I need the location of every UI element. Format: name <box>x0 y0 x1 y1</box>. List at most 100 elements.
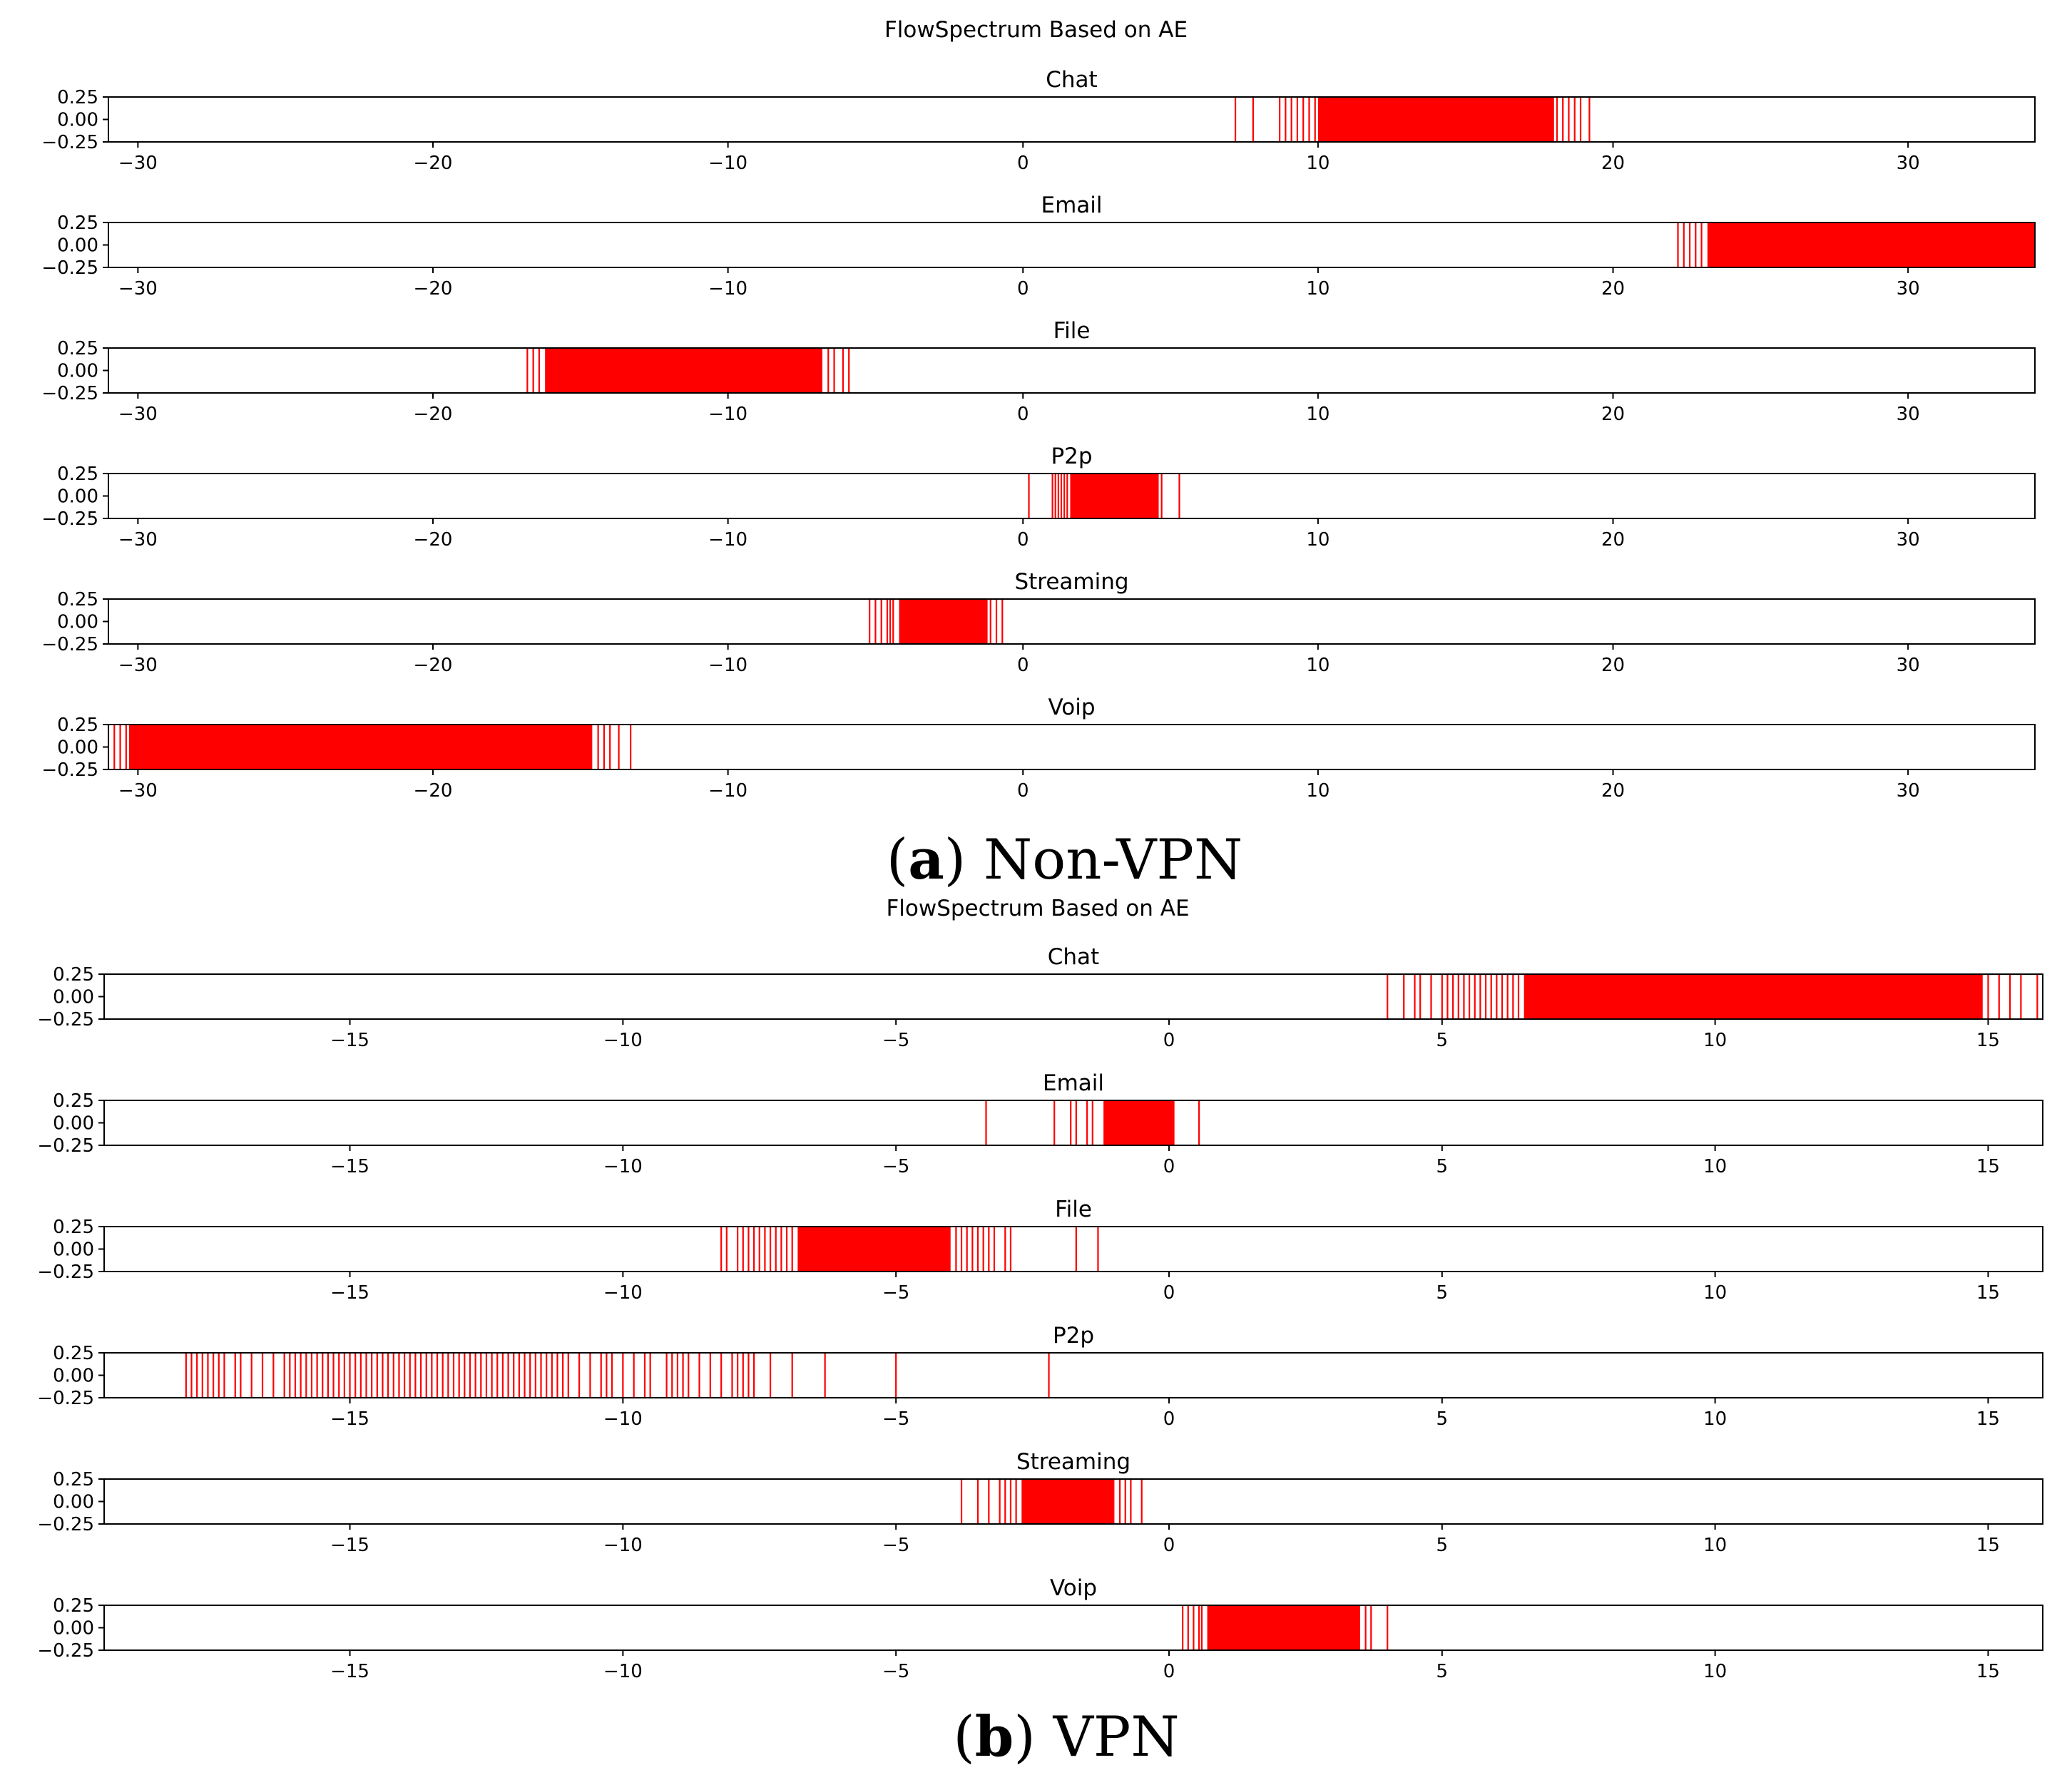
x-tick-label: 30 <box>1897 404 1920 425</box>
caption-label: b <box>975 1704 1014 1769</box>
x-tick-label: 5 <box>1436 1282 1449 1304</box>
x-tick-label: −20 <box>414 780 453 802</box>
panel-title: Streaming <box>1016 1449 1131 1475</box>
x-tick-label: −20 <box>414 278 453 300</box>
panel-title: Chat <box>1048 944 1099 970</box>
y-tick-label: 0.25 <box>53 1090 94 1112</box>
y-tick-label: 0.00 <box>57 737 98 759</box>
y-tick-label: 0.25 <box>57 213 98 234</box>
y-tick-label: −0.25 <box>37 1135 94 1157</box>
x-tick-label: −30 <box>118 278 158 300</box>
x-tick-label: 20 <box>1601 278 1625 300</box>
y-tick-label: 0.25 <box>53 1595 94 1617</box>
x-tick-label: 0 <box>1163 1661 1175 1682</box>
panel-email: Email 0.250.00−0.25 −15 −10 −5 0 5 10 15 <box>37 1070 2043 1177</box>
panel-data-layer <box>1677 222 2035 267</box>
x-tick-label: 10 <box>1306 529 1330 551</box>
x-tick-label: −30 <box>118 404 158 425</box>
x-tick-label: 5 <box>1436 1535 1449 1556</box>
x-tick-label: 20 <box>1601 153 1625 174</box>
x-tick-label: −10 <box>603 1030 643 1051</box>
x-tick-label: 10 <box>1703 1661 1727 1682</box>
panel-data-layer <box>526 348 850 393</box>
y-tick-label: 0.00 <box>53 1492 94 1513</box>
x-tick-label: 5 <box>1436 1661 1449 1682</box>
panel-data-layer <box>720 1227 1099 1272</box>
x-tick-label: −10 <box>708 278 747 300</box>
x-tick-label: 20 <box>1601 655 1625 676</box>
x-tick-label: −15 <box>330 1282 369 1304</box>
x-tick-label: −10 <box>603 1282 643 1304</box>
x-tick-label: 5 <box>1436 1030 1449 1051</box>
x-tick-label: −10 <box>603 1156 643 1177</box>
x-tick-label: −10 <box>708 529 747 551</box>
panel-chat: Chat 0.250.00−0.25 −30 −20 −10 0 10 20 30 <box>41 67 2036 174</box>
x-tick-label: −5 <box>882 1408 909 1430</box>
y-tick-label: 0.25 <box>57 715 98 736</box>
panel-voip: Voip 0.250.00−0.25 −15 −10 −5 0 5 10 15 <box>37 1575 2043 1682</box>
panel-title: File <box>1053 318 1091 344</box>
y-tick-label: 0.00 <box>53 987 94 1008</box>
panel-title: Voip <box>1048 695 1095 720</box>
panel-file: File 0.250.00−0.25 −30 −20 −10 0 10 20 30 <box>41 318 2036 425</box>
x-tick-label: −5 <box>882 1661 909 1682</box>
event-band <box>1021 1479 1115 1524</box>
y-tick-label: 0.00 <box>57 486 98 508</box>
event-band <box>1207 1605 1360 1650</box>
y-tick-label: −0.25 <box>41 257 98 279</box>
panel-data-layer <box>1387 974 2038 1019</box>
panel-data-layer <box>185 1353 1050 1398</box>
x-tick-label: 20 <box>1601 780 1625 802</box>
x-tick-label: −5 <box>882 1156 909 1177</box>
x-tick-label: 0 <box>1163 1535 1175 1556</box>
panel-title: P2p <box>1053 1323 1094 1349</box>
x-tick-label: −30 <box>118 153 158 174</box>
x-tick-label: −10 <box>603 1535 643 1556</box>
x-tick-label: 15 <box>1976 1535 2000 1556</box>
y-tick-label: 0.25 <box>53 964 94 986</box>
panel-data-layer <box>1182 1605 1389 1650</box>
event-band <box>797 1227 951 1272</box>
subfigure-vpn: FlowSpectrum Based on AEChat0.250.00−0.2… <box>37 896 2043 1769</box>
y-tick-label: −0.25 <box>41 759 98 781</box>
x-tick-label: 20 <box>1601 529 1625 551</box>
y-tick-label: −0.25 <box>37 1640 94 1662</box>
x-tick-label: 10 <box>1703 1408 1727 1430</box>
x-tick-label: −20 <box>414 153 453 174</box>
x-tick-label: 10 <box>1306 655 1330 676</box>
panel-file: File 0.250.00−0.25 −15 −10 −5 0 5 10 15 <box>37 1197 2043 1304</box>
y-tick-label: −0.25 <box>41 508 98 530</box>
panel-title: Email <box>1041 193 1102 218</box>
caption-close-paren: ) <box>1014 1705 1035 1769</box>
panel-title: Voip <box>1050 1575 1097 1601</box>
x-tick-label: 5 <box>1436 1408 1449 1430</box>
x-tick-label: 15 <box>1976 1661 2000 1682</box>
x-tick-label: −10 <box>708 404 747 425</box>
x-tick-label: −20 <box>414 655 453 676</box>
figure-title: FlowSpectrum Based on AE <box>884 17 1188 43</box>
x-tick-label: 10 <box>1703 1030 1727 1051</box>
event-band <box>1707 222 2035 267</box>
y-tick-label: 0.00 <box>57 361 98 382</box>
x-tick-label: −20 <box>414 404 453 425</box>
event-band <box>1070 474 1159 518</box>
x-tick-label: 10 <box>1306 404 1330 425</box>
y-tick-label: 0.25 <box>57 87 98 108</box>
event-band <box>545 348 822 393</box>
panel-title: File <box>1055 1197 1092 1222</box>
y-tick-label: 0.25 <box>53 1343 94 1364</box>
panel-p2p: P2p 0.250.00−0.25 −30 −20 −10 0 10 20 30 <box>41 444 2036 551</box>
y-tick-label: 0.00 <box>53 1618 94 1640</box>
y-tick-label: 0.25 <box>57 464 98 485</box>
caption-text: VPN <box>1036 1705 1180 1769</box>
x-tick-label: 0 <box>1163 1030 1175 1051</box>
panel-chat: Chat 0.250.00−0.25 −15 −10 −5 0 5 10 15 <box>37 944 2043 1051</box>
y-tick-label: 0.25 <box>57 589 98 610</box>
panel-title: Email <box>1043 1070 1104 1096</box>
panel-data-layer <box>108 725 632 769</box>
caption-text: Non-VPN <box>966 828 1242 892</box>
subfigure-caption: (a) Non-VPN <box>887 827 1242 892</box>
x-tick-label: −10 <box>708 655 747 676</box>
y-tick-label: −0.25 <box>37 1388 94 1409</box>
